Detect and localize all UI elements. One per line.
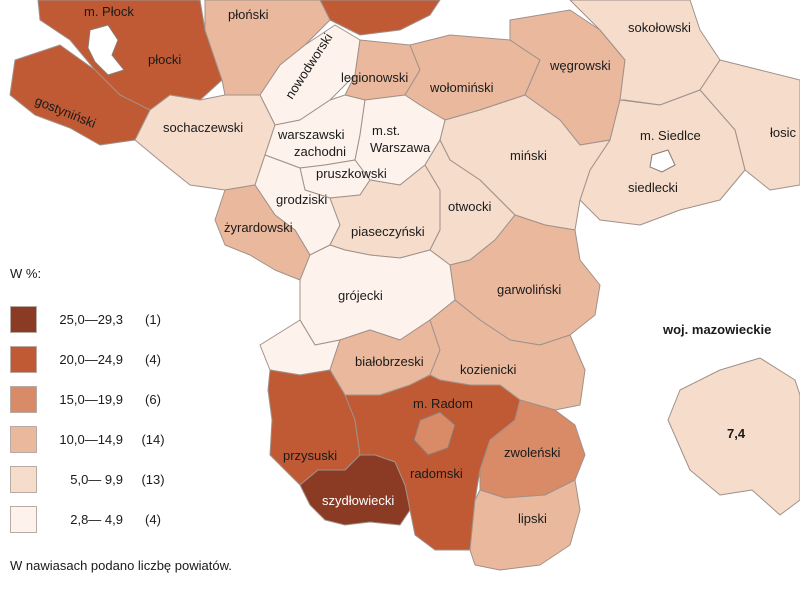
label-losicki: łosic <box>770 125 797 140</box>
region-outline <box>667 357 800 516</box>
legend-row: 20,0—24,9 (4) <box>10 339 230 379</box>
district-sochaczewski[interactable] <box>134 94 276 191</box>
label-warszawski-zachodni-1: warszawski <box>277 127 345 142</box>
legend-swatch <box>10 465 37 493</box>
legend-row: 25,0—29,3 (1) <box>10 299 230 339</box>
label-radomski: radomski <box>410 466 463 481</box>
label-plocki: płocki <box>148 52 181 67</box>
label-przysuski: przysuski <box>283 448 337 463</box>
label-szydlowiecki: szydłowiecki <box>322 493 394 508</box>
label-m-radom: m. Radom <box>413 396 473 411</box>
label-plonski: płoński <box>228 7 269 22</box>
region-value: 7,4 <box>727 426 746 441</box>
label-sokolowski: sokołowski <box>628 20 691 35</box>
label-minski: miński <box>510 148 547 163</box>
legend-count: (1) <box>145 311 161 327</box>
legend-count: (4) <box>145 351 161 367</box>
label-m-st-warszawa-2: Warszawa <box>370 140 431 155</box>
legend-swatch <box>10 345 37 373</box>
label-wegrowski: węgrowski <box>549 58 611 73</box>
legend-row: 15,0—19,9 (6) <box>10 379 230 419</box>
legend-count: (6) <box>145 391 161 407</box>
label-garwolinski: garwoliński <box>497 282 561 297</box>
legend-count: (4) <box>145 511 161 527</box>
legend-range: 5,0— 9,9 <box>70 471 123 487</box>
label-m-plock: m. Płock <box>84 4 134 19</box>
label-m-st-warszawa-1: m.st. <box>372 123 400 138</box>
label-lipski: lipski <box>518 511 547 526</box>
legend-title: W %: <box>10 266 42 281</box>
footnote: W nawiasach podano liczbę powiatów. <box>10 558 232 573</box>
label-legionowski: legionowski <box>341 70 408 85</box>
legend-count: (14) <box>141 431 165 447</box>
legend: W %: 25,0—29,3 (1) 20,0—24,9 (4) 15,0—19,9 (6… <box>10 266 230 539</box>
district-szydlowiecki[interactable] <box>299 454 411 526</box>
label-siedlecki: siedlecki <box>628 180 678 195</box>
legend-row: 5,0— 9,9 (13) <box>10 459 230 499</box>
label-m-siedlce: m. Siedlce <box>640 128 701 143</box>
district-m-siedlce[interactable] <box>649 149 676 173</box>
legend-swatch <box>10 505 37 533</box>
legend-range: 25,0—29,3 <box>59 311 123 327</box>
label-sochaczewski: sochaczewski <box>163 120 243 135</box>
district-m-plock[interactable] <box>87 24 125 76</box>
label-otwocki: otwocki <box>448 199 491 214</box>
legend-swatch <box>10 385 37 413</box>
label-bialobrzeski: białobrzeski <box>355 354 424 369</box>
district-lipski[interactable] <box>469 479 581 571</box>
label-zyrardowski: żyrardowski <box>224 220 293 235</box>
label-warszawski-zachodni-2: zachodni <box>294 144 346 159</box>
label-kozienicki: kozienicki <box>460 362 516 377</box>
legend-rows: 25,0—29,3 (1) 20,0—24,9 (4) 15,0—19,9 (6) 10,0… <box>10 299 230 539</box>
label-grojecki: grójecki <box>338 288 383 303</box>
district-m-radom[interactable] <box>413 411 456 456</box>
legend-swatch <box>10 305 37 333</box>
label-grodziski: grodziski <box>276 192 327 207</box>
region-title: woj. mazowieckie <box>663 322 772 337</box>
legend-swatch <box>10 425 37 453</box>
legend-range: 15,0—19,9 <box>59 391 123 407</box>
legend-count: (13) <box>141 471 165 487</box>
label-piaseczynski: piaseczyński <box>351 224 425 239</box>
label-wolominski: wołomiński <box>429 80 494 95</box>
legend-range: 2,8— 4,9 <box>70 511 123 527</box>
legend-row: 2,8— 4,9 (4) <box>10 499 230 539</box>
legend-row: 10,0—14,9 (14) <box>10 419 230 459</box>
label-zwolenski: zwoleński <box>504 445 560 460</box>
legend-range: 20,0—24,9 <box>59 351 123 367</box>
legend-range: 10,0—14,9 <box>59 431 123 447</box>
label-pruszkowski: pruszkowski <box>316 166 387 181</box>
